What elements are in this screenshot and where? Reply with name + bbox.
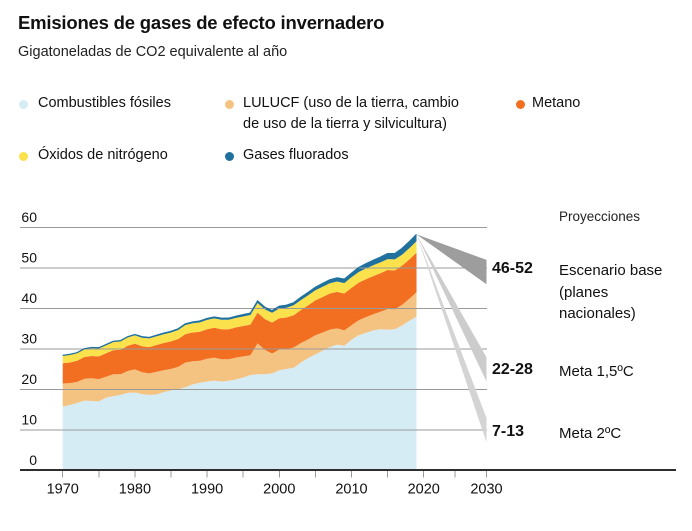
chart-subtitle: Gigatoneladas de CO2 equivalente al año	[18, 44, 288, 60]
projection-label-escenario-base: Escenario base (planes nacionales)	[559, 262, 663, 322]
x-axis-label-2010: 2010	[335, 482, 367, 498]
x-axis-label-1980: 1980	[119, 482, 151, 498]
legend-dot-lulucf	[225, 100, 234, 109]
y-axis-label-50: 50	[21, 250, 37, 266]
projection-value-escenario-base: 46-52	[492, 260, 533, 277]
projections-heading: Proyecciones	[559, 209, 641, 224]
legend-dot-gases-fluorados	[225, 152, 234, 161]
legend-label-metano: Metano	[532, 95, 581, 111]
projection-label-meta-2: Meta 2ºC	[559, 425, 622, 442]
legend-label-gases-fluorados: Gases fluorados	[243, 147, 349, 163]
x-axis-label-2030: 2030	[470, 482, 502, 498]
area-lulucf	[62, 292, 417, 407]
y-axis-label-30: 30	[21, 331, 37, 347]
y-axis-label-40: 40	[21, 290, 37, 306]
legend-label-combustibles-fosiles: Combustibles fósiles	[38, 95, 171, 111]
x-axis-label-2020: 2020	[408, 482, 440, 498]
area-oxidos-de-nitrogeno	[62, 241, 417, 364]
projection-label-meta-1-5: Meta 1,5ºC	[559, 363, 634, 380]
legend-dot-metano	[516, 100, 525, 109]
y-axis-label-10: 10	[21, 412, 37, 428]
x-axis-label-1970: 1970	[47, 482, 79, 498]
projection-wedge-meta-1-5	[416, 234, 487, 382]
y-axis-label-60: 60	[21, 209, 37, 225]
y-axis-label-0: 0	[29, 452, 37, 468]
x-axis-label-1990: 1990	[191, 482, 223, 498]
area-metano	[62, 252, 417, 384]
projection-value-meta-2: 7-13	[492, 423, 525, 440]
legend-dot-oxidos-de-nitrogeno	[19, 152, 28, 161]
projection-wedge-meta-2	[416, 234, 487, 443]
legend-label-lulucf: LULUCF (uso de la tierra, cambio de uso …	[243, 95, 459, 132]
stack-top-line	[62, 233, 417, 357]
chart-title: Emisiones de gases de efecto invernadero	[18, 12, 385, 33]
y-axis-label-20: 20	[21, 371, 37, 387]
x-axis-label-2000: 2000	[263, 482, 295, 498]
legend-label-oxidos-de-nitrogeno: Óxidos de nitrógeno	[38, 147, 168, 163]
projection-value-meta-1-5: 22-28	[492, 361, 533, 378]
legend-dot-combustibles-fosiles	[19, 100, 28, 109]
area-combustibles-fosiles	[62, 316, 417, 471]
projection-wedge-escenario-base	[416, 234, 487, 285]
